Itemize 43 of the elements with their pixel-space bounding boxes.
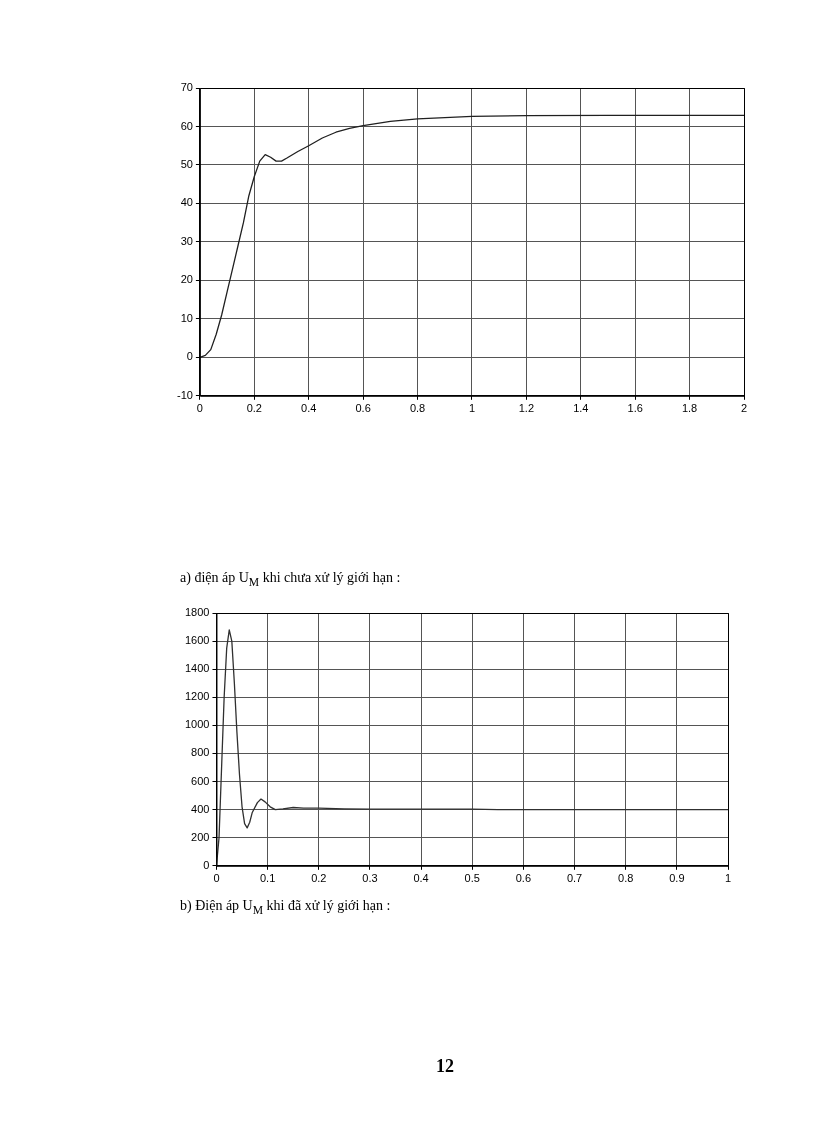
x-tick-label: 0.6 (515, 872, 532, 885)
y-tick-label: 0 (203, 858, 210, 871)
x-tick-label: 0.6 (355, 402, 371, 415)
x-tick-label: 0.8 (618, 872, 634, 885)
x-tick-label: 0.8 (409, 402, 426, 415)
y-tick-label: 1000 (184, 718, 210, 731)
y-tick-label: 20 (180, 273, 193, 286)
x-tick-label: 0.2 (246, 402, 262, 415)
x-tick-label: 2 (740, 402, 748, 415)
y-tick-label: 400 (191, 802, 210, 815)
x-tick-label: 0 (213, 872, 220, 885)
x-tick-label: 1 (468, 402, 476, 415)
y-tick-label: 1200 (184, 690, 210, 703)
x-tick-label: 0.2 (311, 872, 327, 885)
y-tick-label: 1600 (184, 634, 210, 647)
y-tick-label: 70 (180, 81, 193, 94)
y-tick-label: 30 (180, 234, 193, 247)
text: b) Điện áp U$_{M}$ khi đã xử lý giới hạn : (180, 898, 391, 917)
y-tick-label: 60 (180, 119, 193, 132)
text: a) điện áp U$_{M}$ khi chưa xử lý giới hạn : (180, 570, 401, 589)
x-tick-label: 0.1 (259, 872, 276, 885)
y-tick-label: 800 (191, 746, 210, 759)
x-tick-label: 1.2 (518, 402, 535, 415)
x-tick-label: 0.7 (566, 872, 583, 885)
x-tick-label: 1.6 (627, 402, 643, 415)
y-tick-label: 600 (191, 774, 210, 787)
x-tick-label: 1.4 (573, 402, 589, 415)
y-tick-label: 40 (180, 196, 193, 209)
x-tick-label: 0.9 (669, 872, 685, 885)
y-tick-label: 50 (180, 157, 193, 170)
x-tick-label: 0.4 (413, 872, 429, 885)
x-tick-label: 0.3 (362, 872, 378, 885)
x-tick-label: 1 (724, 872, 732, 885)
y-tick-label: 10 (180, 311, 193, 324)
y-tick-label: 1800 (184, 606, 210, 619)
y-tick-label: 0 (186, 350, 193, 363)
y-tick-label: 1400 (184, 662, 210, 675)
y-tick-label: 200 (191, 830, 210, 843)
text: 12 (436, 1056, 454, 1077)
x-tick-label: 0.4 (301, 402, 317, 415)
x-tick-label: 1.8 (681, 402, 698, 415)
y-tick-label: -10 (176, 388, 193, 401)
x-tick-label: 0.5 (464, 872, 480, 885)
